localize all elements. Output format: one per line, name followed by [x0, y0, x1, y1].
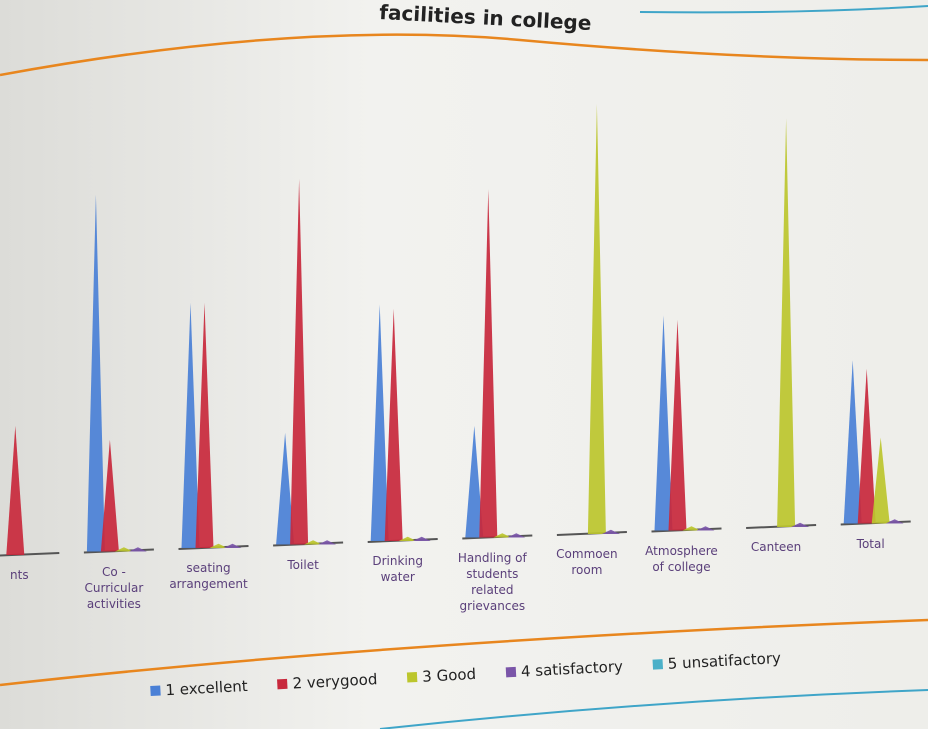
cone: [654, 315, 673, 531]
cone: [223, 543, 242, 548]
cone: [493, 533, 512, 538]
cone: [465, 425, 484, 538]
x-tick-label: nts: [10, 568, 29, 582]
cone: [128, 547, 147, 552]
cone: [398, 536, 417, 541]
baseline: [0, 552, 60, 557]
cone: [100, 439, 119, 552]
cone: [412, 536, 431, 541]
cone: [290, 179, 309, 545]
cone: [276, 432, 295, 545]
cone: [777, 118, 796, 527]
cone: [885, 519, 904, 524]
x-tick-label: Atmosphere of college: [645, 543, 718, 574]
x-tick-label: Total: [856, 536, 885, 551]
x-tick-label: Co - Curricular activities: [84, 564, 144, 611]
cone: [318, 540, 337, 545]
cone: [181, 302, 200, 548]
x-tick-label: Handling of students related grievances: [457, 550, 527, 613]
x-tick-label: Canteen: [750, 540, 802, 554]
cone: [507, 533, 526, 538]
cone: [370, 304, 389, 541]
decor-line: [379, 689, 928, 729]
x-tick-label: seating arrangement: [169, 561, 248, 591]
cone: [587, 104, 606, 534]
legend-swatch: [652, 659, 664, 670]
cone: [843, 360, 862, 524]
legend-item: 3 Good: [407, 664, 477, 687]
cone: [6, 426, 25, 555]
cone: [304, 540, 323, 545]
cone: [114, 547, 133, 552]
legend-swatch: [407, 672, 418, 683]
cone: [384, 308, 403, 541]
cone: [696, 526, 715, 531]
decor-line: [0, 33, 928, 77]
cone: [195, 302, 214, 548]
x-tick-label: Toilet: [287, 557, 319, 572]
cone: [682, 526, 701, 531]
legend-swatch: [150, 685, 161, 696]
x-tick-label: Drinking water: [372, 554, 423, 584]
legend-label: 3 Good: [421, 664, 477, 686]
cone: [668, 319, 687, 531]
legend-swatch: [277, 678, 288, 690]
decor-line: [0, 618, 928, 687]
cone: [209, 543, 228, 548]
cone: [857, 368, 876, 524]
legend-swatch: [505, 666, 517, 678]
cone: [601, 529, 620, 534]
cone: [871, 437, 890, 524]
x-tick-label: Commoen room: [556, 547, 618, 577]
cone: [791, 522, 810, 527]
decor-line: [639, 5, 928, 14]
cone: [479, 189, 498, 538]
cone: [86, 194, 105, 552]
